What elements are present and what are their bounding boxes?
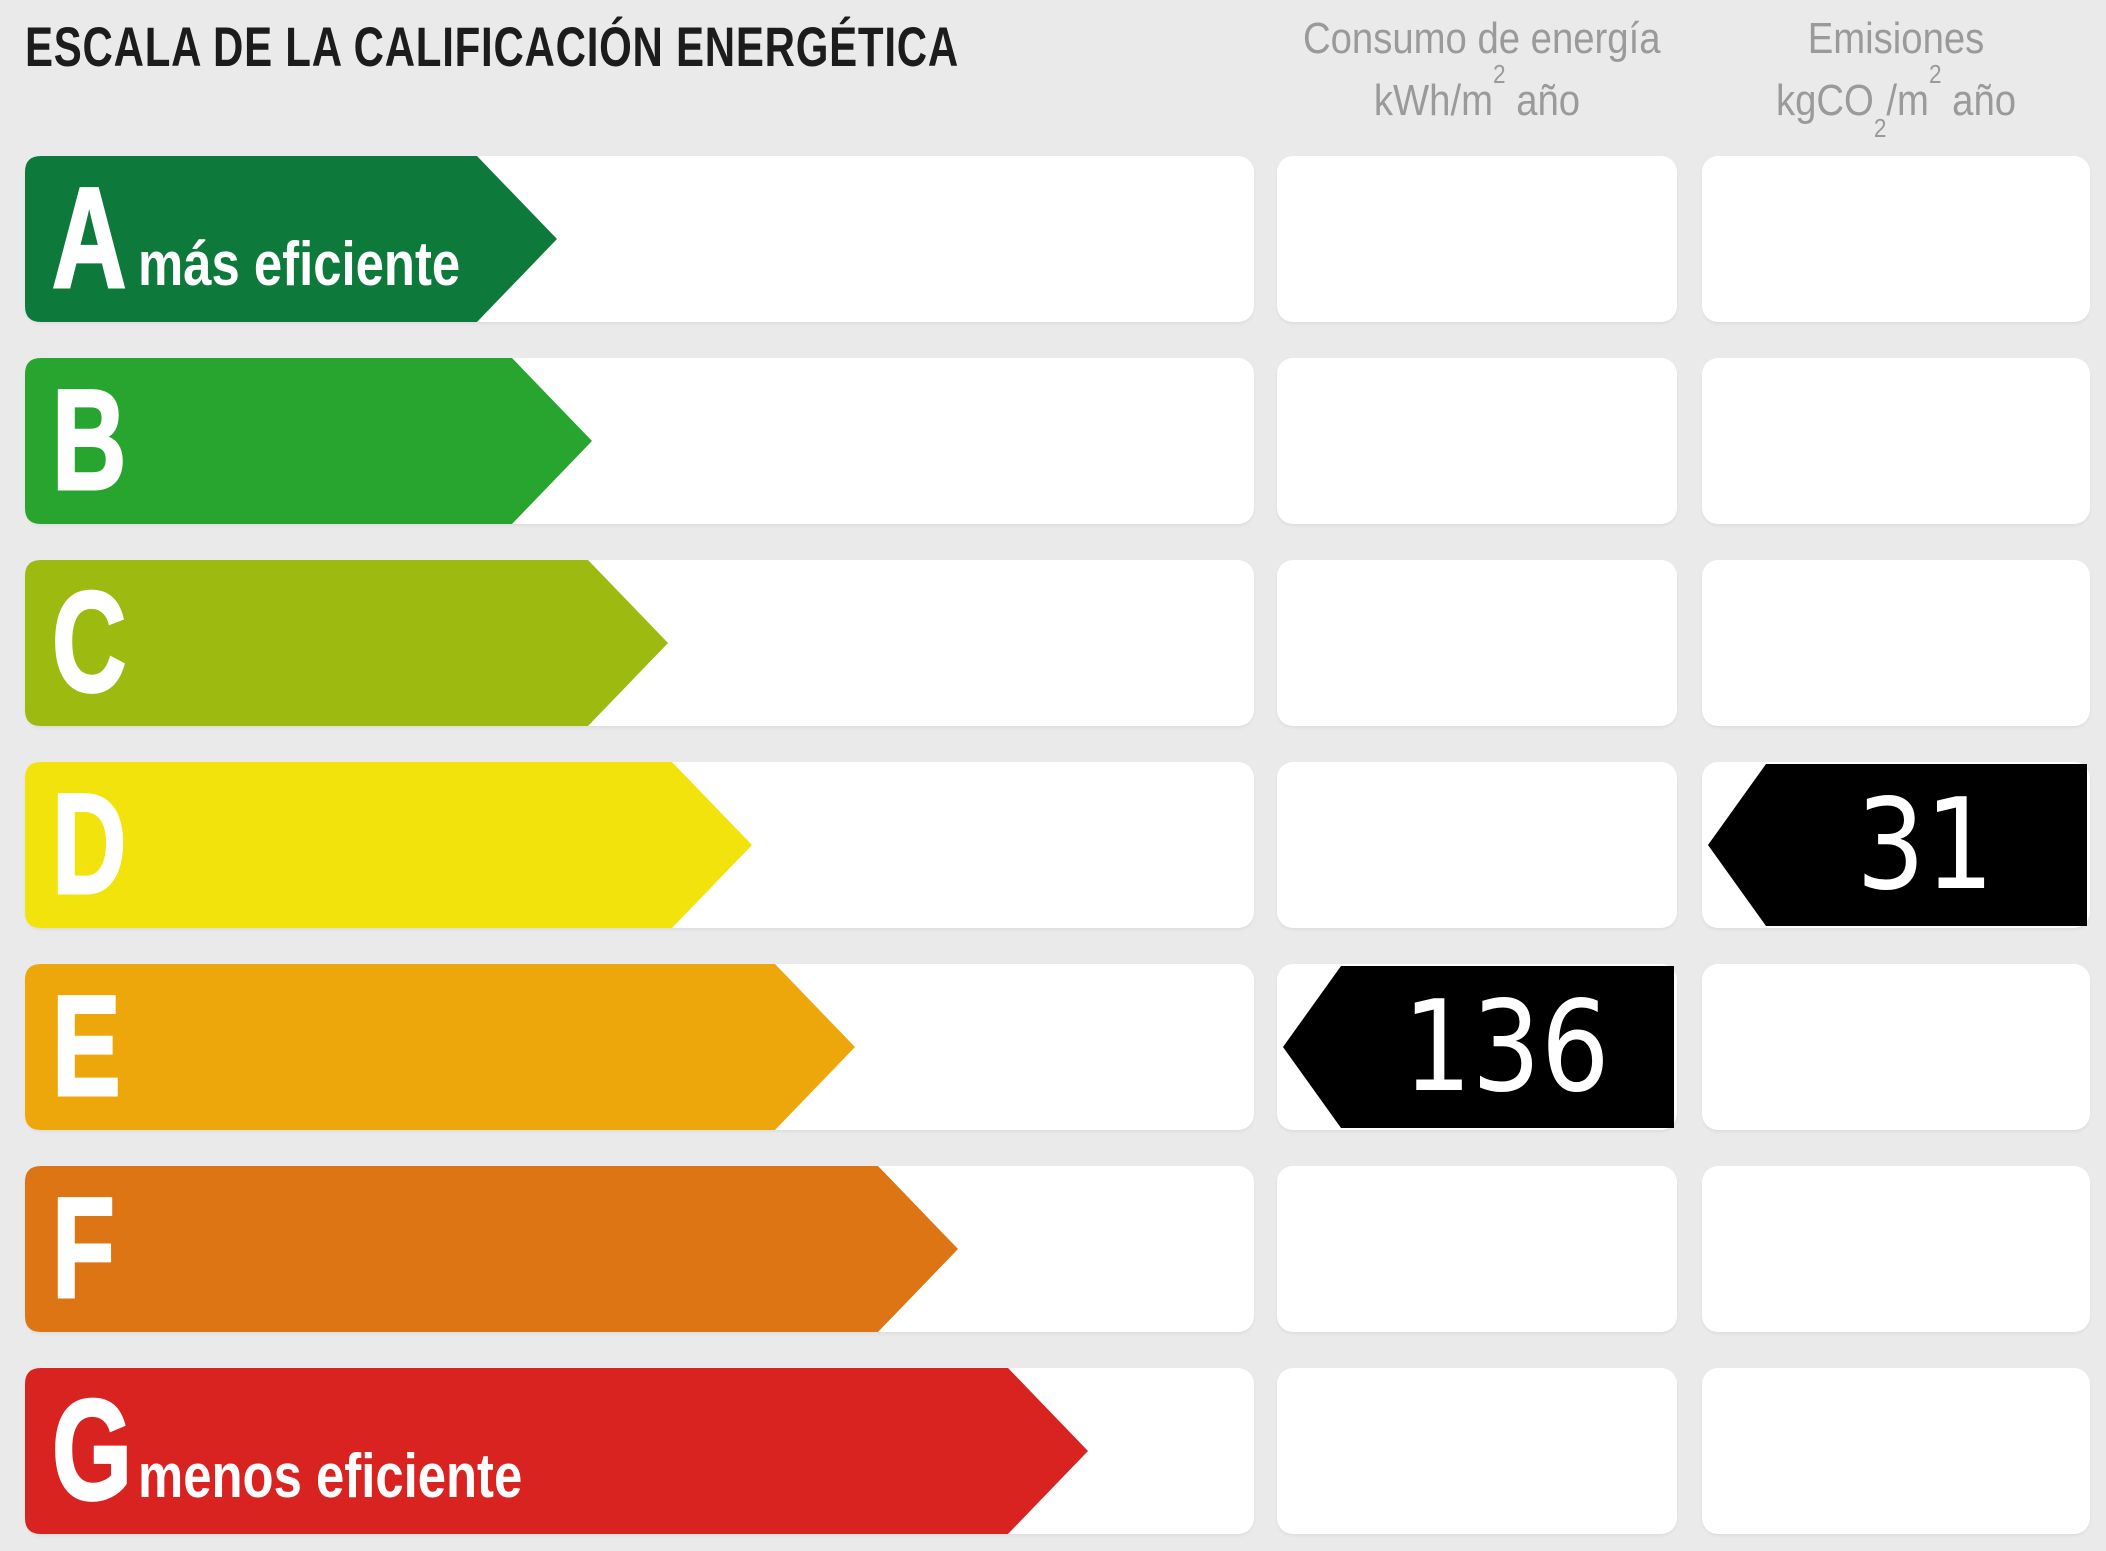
- consumo-cell: [1277, 358, 1677, 524]
- emisiones-cell: [1702, 964, 2090, 1130]
- rating-letter: G: [51, 1371, 133, 1530]
- indicator-arrow-icon: [1283, 966, 1674, 1128]
- rating-row: G menos eficiente: [0, 1368, 2106, 1534]
- rating-row: A más eficiente: [0, 156, 2106, 322]
- emisiones-header-line2: kgCO2/m2 año: [1775, 59, 2017, 143]
- rating-arrow: [25, 964, 855, 1130]
- page-title: ESCALA DE LA CALIFICACIÓN ENERGÉTICA: [25, 15, 959, 78]
- consumo-cell: [1277, 1166, 1677, 1332]
- rating-arrow: [25, 762, 752, 928]
- consumo-column-header: Consumo de energía kWh/m2 año: [1277, 8, 1677, 132]
- consumo-cell: [1277, 762, 1677, 928]
- rating-letter: E: [51, 967, 122, 1126]
- indicator-value: 31: [1856, 771, 1994, 918]
- efficiency-note: menos eficiente: [138, 1442, 523, 1511]
- emisiones-cell: [1702, 358, 2090, 524]
- consumo-cell: [1277, 560, 1677, 726]
- rating-arrow: [25, 560, 668, 726]
- rating-letter: F: [51, 1169, 116, 1328]
- consumo-cell: [1277, 156, 1677, 322]
- rating-letter: C: [51, 563, 128, 722]
- consumo-header-line1: Consumo de energía: [1303, 14, 1661, 63]
- emisiones-cell: [1702, 1166, 2090, 1332]
- rating-arrow: [25, 1166, 958, 1332]
- indicator-value: 136: [1402, 973, 1610, 1120]
- consumo-header-line2: kWh/m2 año: [1373, 59, 1581, 125]
- rating-row: 31 D: [0, 762, 2106, 928]
- consumo-cell: 136: [1277, 964, 1677, 1130]
- rating-letter: D: [51, 765, 128, 924]
- rating-letter: A: [51, 159, 128, 318]
- emisiones-value-indicator: 31: [1702, 762, 2090, 928]
- rating-arrow: [25, 156, 557, 322]
- emisiones-cell: [1702, 156, 2090, 322]
- efficiency-note: más eficiente: [138, 230, 461, 299]
- emisiones-cell: 31: [1702, 762, 2090, 928]
- consumo-cell: [1277, 1368, 1677, 1534]
- consumo-value-indicator: 136: [1277, 964, 1677, 1130]
- rating-row: 136 E: [0, 964, 2106, 1130]
- rating-row: C: [0, 560, 2106, 726]
- rating-letter: B: [51, 361, 128, 520]
- emisiones-column-header: Emisiones kgCO2/m2 año: [1702, 8, 2090, 143]
- emisiones-cell: [1702, 1368, 2090, 1534]
- rating-row: F: [0, 1166, 2106, 1332]
- indicator-arrow-icon: [1708, 764, 2087, 926]
- emisiones-cell: [1702, 560, 2090, 726]
- rating-row: B: [0, 358, 2106, 524]
- rating-arrow: [25, 1368, 1088, 1534]
- rating-arrow: [25, 358, 592, 524]
- emisiones-header-line1: Emisiones: [1807, 14, 1985, 63]
